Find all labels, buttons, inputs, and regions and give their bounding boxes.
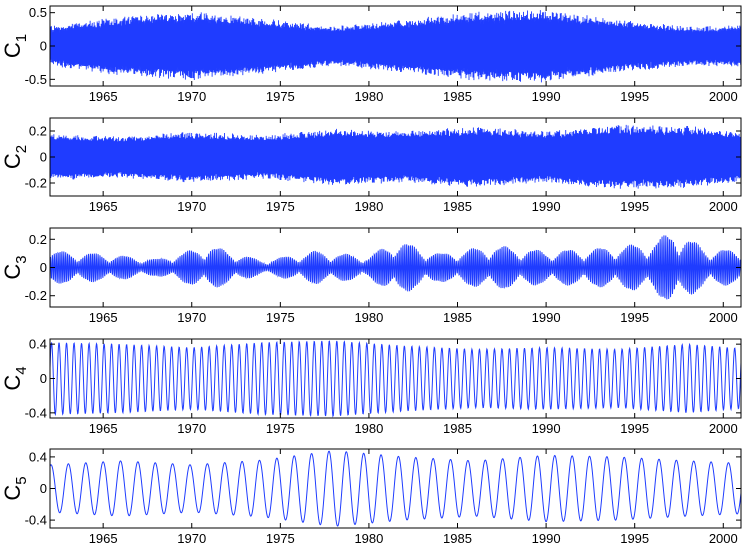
y-axis-label-main: C xyxy=(0,375,25,391)
y-tick-label: 0.2 xyxy=(29,124,47,139)
y-tick-label: -0.4 xyxy=(25,405,47,420)
x-tick-label: 1980 xyxy=(354,89,383,104)
x-tick-label: 1985 xyxy=(443,310,472,325)
x-tick-label: 1970 xyxy=(177,421,206,436)
x-tick-label: 1965 xyxy=(89,89,118,104)
y-axis-label-subscript: 2 xyxy=(13,145,30,153)
series-line-c4 xyxy=(50,340,741,418)
x-tick-label: 1995 xyxy=(620,421,649,436)
x-tick-label: 1980 xyxy=(354,199,383,214)
series-line-c3 xyxy=(50,235,741,300)
y-axis-label: C3 xyxy=(0,255,30,279)
x-tick-label: 1990 xyxy=(532,421,561,436)
x-tick-label: 2000 xyxy=(709,310,738,325)
x-tick-label: 1970 xyxy=(177,199,206,214)
x-tick-label: 1970 xyxy=(177,310,206,325)
y-axis-label-main: C xyxy=(0,485,25,501)
x-tick-label: 1970 xyxy=(177,89,206,104)
y-axis-label: C4 xyxy=(0,366,30,390)
series-line-c2 xyxy=(50,124,741,189)
x-tick-label: 1975 xyxy=(266,310,295,325)
x-tick-label: 1965 xyxy=(89,310,118,325)
y-tick-label: 0 xyxy=(40,481,47,496)
x-tick-label: 1965 xyxy=(89,531,118,546)
x-tick-label: 1990 xyxy=(532,89,561,104)
x-tick-label: 1970 xyxy=(177,531,206,546)
x-tick-label: 1965 xyxy=(89,421,118,436)
y-tick-label: 0.5 xyxy=(29,5,47,20)
x-tick-label: 1975 xyxy=(266,531,295,546)
x-tick-label: 1995 xyxy=(620,531,649,546)
y-axis-label: C1 xyxy=(0,34,30,58)
y-tick-label: 0.4 xyxy=(29,449,47,464)
subplot-c5: 1965 1970 1975 1980 1985 1990 1995 2000 -0.4 0 0.4… xyxy=(0,448,742,546)
y-axis-label: C5 xyxy=(0,476,30,500)
x-tick-label: 1975 xyxy=(266,421,295,436)
x-tick-label: 1985 xyxy=(443,531,472,546)
subplot-c2: 1965 1970 1975 1980 1985 1990 1995 2000 -0.2 0 0.2… xyxy=(0,117,742,214)
subplot-c4: 1965 1970 1975 1980 1985 1990 1995 2000 -0.4 0 0.4… xyxy=(0,337,742,436)
subplot-c3: 1965 1970 1975 1980 1985 1990 1995 2000 -0.2 0 0.2… xyxy=(0,227,742,325)
y-axis-label-subscript: 1 xyxy=(13,34,30,42)
y-tick-label: 0.2 xyxy=(29,232,47,247)
x-tick-label: 2000 xyxy=(709,199,738,214)
x-tick-label: 1995 xyxy=(620,199,649,214)
y-tick-label: 0 xyxy=(40,150,47,165)
x-tick-label: 1975 xyxy=(266,89,295,104)
x-tick-label: 1965 xyxy=(89,199,118,214)
x-tick-label: 1990 xyxy=(532,531,561,546)
x-tick-label: 1990 xyxy=(532,199,561,214)
y-axis-label-main: C xyxy=(0,264,25,280)
y-tick-label: 0 xyxy=(40,371,47,386)
x-tick-label: 1975 xyxy=(266,199,295,214)
y-axis-label-subscript: 4 xyxy=(13,366,30,374)
x-tick-label: 1995 xyxy=(620,89,649,104)
x-tick-label: 1985 xyxy=(443,421,472,436)
y-tick-label: 0.4 xyxy=(29,337,47,352)
x-tick-label: 2000 xyxy=(709,531,738,546)
y-tick-label: -0.2 xyxy=(25,288,47,303)
x-tick-label: 1980 xyxy=(354,310,383,325)
x-tick-label: 1980 xyxy=(354,531,383,546)
x-tick-label: 1990 xyxy=(532,310,561,325)
x-tick-label: 1985 xyxy=(443,89,472,104)
y-axis-label-main: C xyxy=(0,42,25,58)
x-tick-label: 1985 xyxy=(443,199,472,214)
y-axis-label: C2 xyxy=(0,145,30,169)
x-tick-label: 2000 xyxy=(709,421,738,436)
x-tick-label: 2000 xyxy=(709,89,738,104)
series-line-c5 xyxy=(50,450,741,527)
y-tick-label: -0.4 xyxy=(25,513,47,528)
y-axis-label-subscript: 5 xyxy=(13,476,30,484)
y-tick-label: 0 xyxy=(40,260,47,275)
x-tick-label: 1995 xyxy=(620,310,649,325)
y-tick-label: -0.5 xyxy=(25,72,47,87)
series-line-c1 xyxy=(50,10,741,83)
y-tick-label: 0 xyxy=(40,39,47,54)
x-tick-label: 1980 xyxy=(354,421,383,436)
y-axis-label-subscript: 3 xyxy=(13,255,30,263)
y-axis-label-main: C xyxy=(0,153,25,169)
y-tick-label: -0.2 xyxy=(25,176,47,191)
subplot-c1: 1965 1970 1975 1980 1985 1990 1995 2000 -0.5 0 0.5… xyxy=(0,5,742,104)
